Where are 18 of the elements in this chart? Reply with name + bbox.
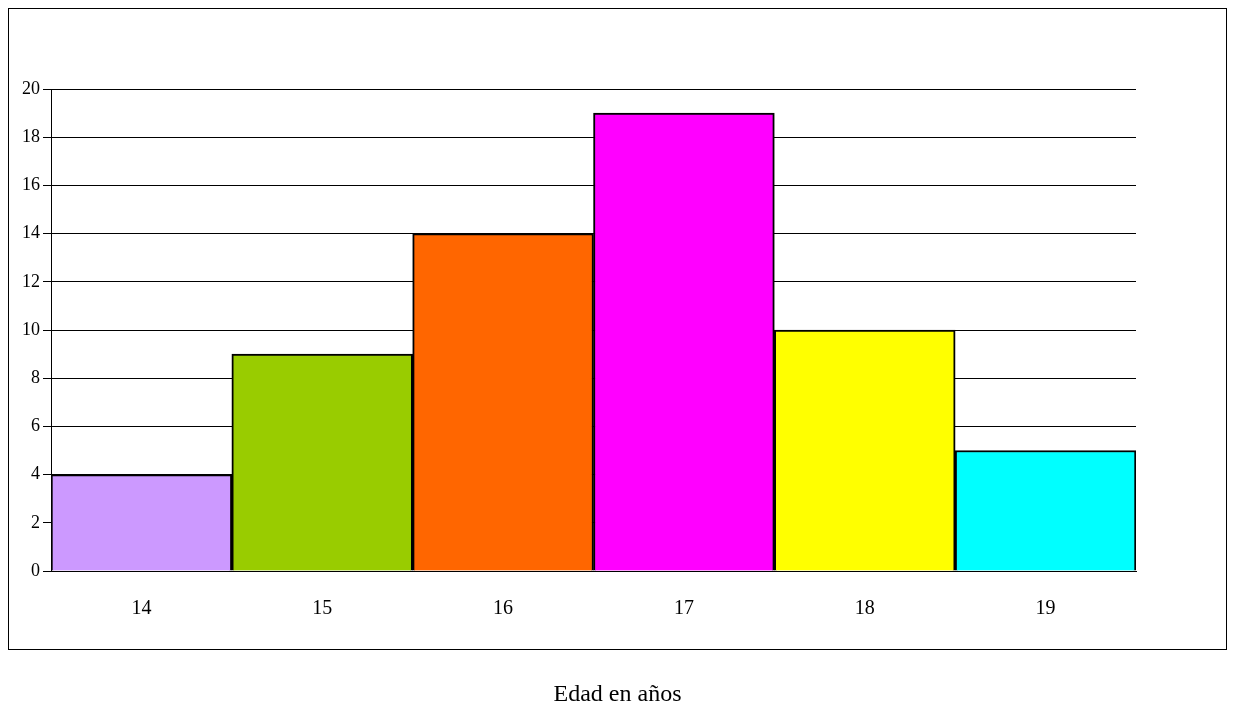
x-tick-label: 18: [854, 596, 875, 619]
y-tick-label: 10: [22, 318, 40, 339]
y-tick-label: 8: [31, 366, 40, 387]
y-tick-label: 20: [22, 77, 40, 98]
y-tick-label: 12: [22, 270, 40, 291]
y-tick-label: 16: [22, 174, 40, 195]
y-tick-label: 18: [22, 125, 40, 146]
x-tick-label: 19: [1035, 596, 1056, 619]
y-tick-label: 2: [31, 511, 40, 532]
x-tick-label: 14: [131, 596, 152, 619]
y-tick-label: 4: [31, 463, 40, 484]
y-tick-label: 14: [22, 222, 40, 243]
y-tick-label: 0: [31, 559, 40, 580]
y-tick-label: 6: [31, 415, 40, 436]
x-tick-label: 17: [673, 596, 694, 619]
x-tick-label: 16: [493, 596, 514, 619]
x-axis-title: Edad en años: [552, 680, 683, 707]
x-tick-label: 15: [312, 596, 333, 619]
